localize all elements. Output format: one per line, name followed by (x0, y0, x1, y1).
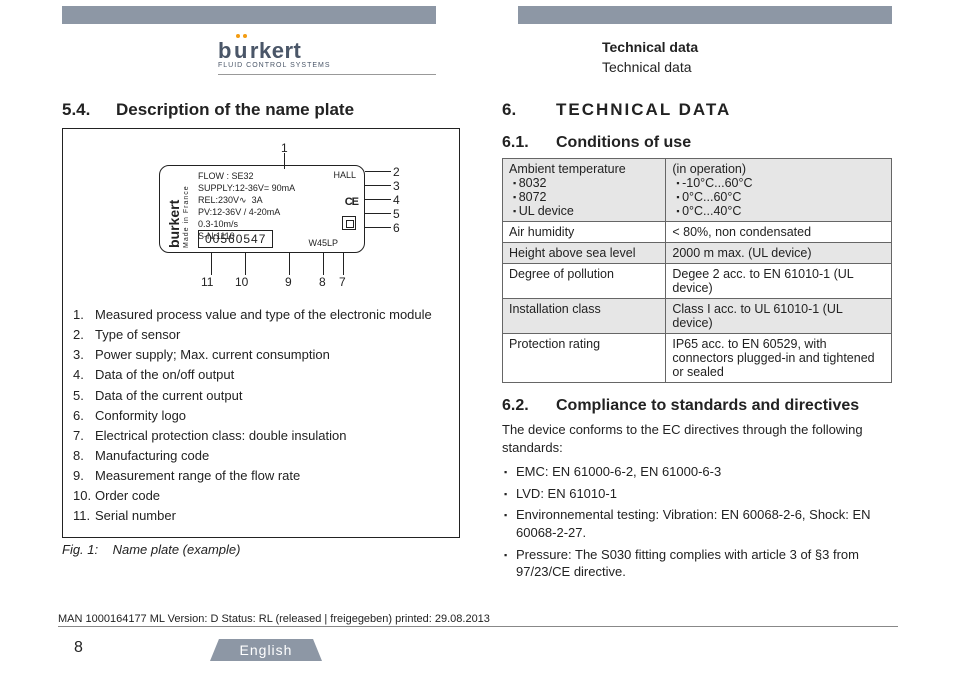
table-row: Ambient temperature 8032 8072 UL device … (503, 159, 892, 222)
compliance-list: EMC: EN 61000-6-2, EN 61000-6-3 LVD: EN … (502, 463, 892, 580)
callout-11: 11 (201, 275, 213, 289)
heading-title: Compliance to standards and directives (556, 397, 892, 415)
plate-hall: HALL (333, 170, 356, 180)
list-item: LVD: EN 61010-1 (504, 485, 892, 503)
list-item: Pressure: The S030 fitting complies with… (504, 546, 892, 581)
legend-row: 5.Data of the current output (73, 386, 449, 406)
callout-8: 8 (319, 275, 326, 289)
plate-made-in: Made in France (183, 185, 190, 248)
heading-title: Conditions of use (556, 134, 892, 152)
lead-6 (365, 227, 391, 228)
list-item: EMC: EN 61000-6-2, EN 61000-6-3 (504, 463, 892, 481)
legend-row: 1.Measured process value and type of the… (73, 305, 449, 325)
brand-tagline: FLUID CONTROL SYSTEMS (218, 62, 418, 69)
callout-4: 4 (393, 193, 400, 207)
table-row: Installation classClass I acc. to UL 610… (503, 299, 892, 334)
name-plate: burkert Made in France FLOW : SE32 SUPPL… (159, 165, 365, 253)
table-row: Degree of pollutionDegee 2 acc. to EN 61… (503, 264, 892, 299)
column-right: 6. TECHNICAL DATA 6.1. Conditions of use… (502, 100, 892, 585)
nameplate-diagram: burkert Made in France FLOW : SE32 SUPPL… (63, 129, 459, 297)
lead-4 (365, 199, 391, 200)
heading-6: 6. TECHNICAL DATA (502, 100, 892, 120)
legend-row: 7.Electrical protection class: double in… (73, 426, 449, 446)
top-bar-left (62, 6, 436, 24)
lead-2 (365, 171, 391, 172)
lead-10 (245, 253, 246, 275)
callout-7: 7 (339, 275, 346, 289)
header-bold: Technical data (602, 38, 698, 58)
figure-caption-label: Fig. 1: (62, 542, 98, 557)
callout-5: 5 (393, 207, 400, 221)
table-row: Protection ratingIP65 acc. to EN 60529, … (503, 334, 892, 383)
cell-label: (in operation) (672, 162, 885, 176)
double-insulation-icon (342, 216, 356, 230)
list-item: Environnemental testing: Vibration: EN 6… (504, 506, 892, 541)
lead-11 (211, 253, 212, 275)
legend-row: 11.Serial number (73, 506, 449, 526)
footer-metadata: MAN 1000164177 ML Version: D Status: RL … (58, 613, 898, 627)
heading-5-4: 5.4. Description of the name plate (62, 100, 462, 120)
legend-row: 4.Data of the on/off output (73, 365, 449, 385)
legend-row: 10.Order code (73, 486, 449, 506)
cell-label: Ambient temperature (509, 162, 659, 176)
column-left: 5.4. Description of the name plate burke… (62, 100, 462, 557)
conditions-table: Ambient temperature 8032 8072 UL device … (502, 158, 892, 383)
figure-box: burkert Made in France FLOW : SE32 SUPPL… (62, 128, 460, 538)
callout-2: 2 (393, 165, 400, 179)
table-row: Air humidity< 80%, non condensated (503, 222, 892, 243)
lead-3 (365, 185, 391, 186)
figure-legend: 1.Measured process value and type of the… (63, 297, 459, 537)
cell-sublist: -10°C...60°C 0°C...60°C 0°C...40°C (672, 176, 885, 218)
legend-row: 9.Measurement range of the flow rate (73, 466, 449, 486)
lead-7 (343, 253, 344, 275)
legend-row: 3.Power supply; Max. current consumption (73, 345, 449, 365)
lead-5 (365, 213, 391, 214)
heading-number: 6.1. (502, 134, 556, 152)
plate-mfg-code: W45LP (308, 238, 338, 248)
compliance-intro: The device conforms to the EC directives… (502, 421, 892, 457)
brand-logo: burkert FLUID CONTROL SYSTEMS (218, 38, 418, 69)
page-number: 8 (74, 639, 83, 657)
lead-9 (289, 253, 290, 275)
page: burkert FLUID CONTROL SYSTEMS Technical … (0, 0, 954, 673)
legend-row: 8.Manufacturing code (73, 446, 449, 466)
heading-6-1: 6.1. Conditions of use (502, 134, 892, 152)
callout-6: 6 (393, 221, 400, 235)
plate-order-code: 00560547 (198, 230, 273, 248)
legend-row: 2.Type of sensor (73, 325, 449, 345)
header-section-label: Technical data Technical data (602, 38, 698, 77)
table-row: Height above sea level2000 m max. (UL de… (503, 243, 892, 264)
cell-sublist: 8032 8072 UL device (509, 176, 659, 218)
header-plain: Technical data (602, 58, 698, 78)
header-rule (218, 74, 436, 75)
heading-title: TECHNICAL DATA (556, 100, 731, 120)
callout-9: 9 (285, 275, 292, 289)
plate-brand: burkert Made in France (166, 170, 192, 248)
top-bar-right (518, 6, 892, 24)
callout-10: 10 (235, 275, 248, 289)
lead-1 (284, 153, 285, 169)
plate-ce-mark: CE (345, 196, 358, 208)
heading-title: Description of the name plate (116, 100, 354, 120)
callout-3: 3 (393, 179, 400, 193)
heading-number: 6. (502, 100, 556, 120)
heading-number: 5.4. (62, 100, 116, 120)
lead-8 (323, 253, 324, 275)
legend-row: 6.Conformity logo (73, 406, 449, 426)
language-badge: English (210, 639, 322, 661)
figure-caption-text: Name plate (example) (113, 542, 241, 557)
figure-caption: Fig. 1: Name plate (example) (62, 542, 462, 557)
heading-6-2: 6.2. Compliance to standards and directi… (502, 397, 892, 415)
heading-number: 6.2. (502, 397, 556, 415)
